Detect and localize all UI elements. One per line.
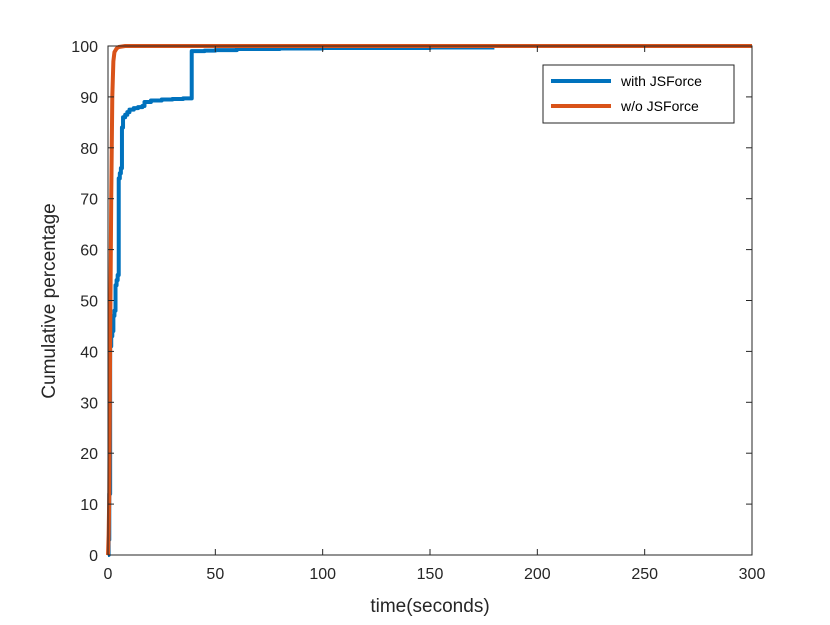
plot-area [108, 46, 752, 555]
y-tick-label: 80 [80, 141, 98, 158]
y-tick-label: 60 [80, 243, 98, 260]
y-tick-label: 90 [80, 90, 98, 107]
legend: with JSForce w/o JSForce [542, 64, 735, 124]
axes-layer: 0 50 100 150 200 250 300 0 10 20 30 40 50 60 70 80 90 100 [71, 39, 765, 583]
x-tick-label: 250 [631, 566, 658, 583]
y-tick-label: 20 [80, 446, 98, 463]
y-tick-label: 40 [80, 344, 98, 361]
y-tick-label: 100 [71, 39, 98, 56]
legend-label-1: w/o JSForce [620, 98, 699, 114]
legend-box [542, 64, 735, 124]
x-tick-label: 300 [739, 566, 766, 583]
x-tick-label: 150 [417, 566, 444, 583]
x-tick-label: 100 [309, 566, 336, 583]
legend-label-0: with JSForce [620, 73, 702, 89]
y-tick-label: 0 [89, 548, 98, 565]
x-tick-label: 0 [104, 566, 113, 583]
y-tick-label: 50 [80, 294, 98, 311]
y-axis-title: Cumulative percentage [39, 203, 60, 398]
x-tick-label: 200 [524, 566, 551, 583]
y-tick-label: 70 [80, 192, 98, 209]
series-line-0 [106, 45, 495, 557]
x-axis-title: time(seconds) [370, 596, 489, 617]
y-tick-label: 10 [80, 497, 98, 514]
x-tick-label: 50 [206, 566, 224, 583]
y-tick-label: 30 [80, 395, 98, 412]
